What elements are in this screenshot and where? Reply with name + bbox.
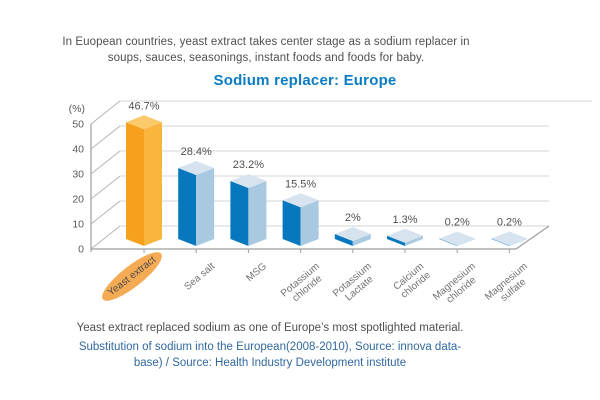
y-tick-label: 10 xyxy=(72,219,84,231)
bar-top-face xyxy=(230,174,267,188)
bar-side-face xyxy=(352,234,371,246)
bar-front-face xyxy=(230,181,249,246)
depth-tick-line xyxy=(90,200,121,225)
y-axis-unit-label: (%) xyxy=(68,103,85,115)
bar-front-face xyxy=(439,238,458,246)
chart-title: Sodium replacer: Europe xyxy=(213,72,397,89)
bar-top-face xyxy=(282,193,319,208)
bar-front-face xyxy=(387,235,405,246)
bar-side-face xyxy=(405,235,423,246)
intro-line-2: soups, sauces, seasonings, instant foods… xyxy=(107,51,425,64)
floor-edge-line xyxy=(515,225,550,250)
depth-tick-line xyxy=(90,175,121,200)
bar-front-face xyxy=(282,200,301,246)
value-label: 28.4% xyxy=(181,146,212,158)
bar-side-face xyxy=(144,122,162,246)
intro-text: In Euopean countries, yeast extract take… xyxy=(0,35,532,66)
value-label: 23.2% xyxy=(233,159,264,171)
footer-note: Yeast extract replaced sodium as one of … xyxy=(76,322,464,334)
y-tick-label: 20 xyxy=(72,194,84,206)
bar-side-face xyxy=(300,200,319,246)
y-tick-label: 30 xyxy=(72,169,84,181)
bar-top-face xyxy=(439,231,476,246)
bar-top-face xyxy=(126,115,162,130)
bar-side-face xyxy=(509,238,528,246)
y-tick-label: 40 xyxy=(72,144,84,156)
value-label: 0.2% xyxy=(497,217,522,229)
bar-side-face xyxy=(196,168,215,246)
footer-source-line-1: Substitution of sodium into the European… xyxy=(78,341,462,353)
bar-top-face xyxy=(178,161,215,175)
value-label: 0.2% xyxy=(445,217,470,229)
depth-tick-line xyxy=(90,225,121,250)
bar-top-face xyxy=(334,227,371,241)
intro-line-1: In Euopean countries, yeast extract take… xyxy=(62,36,470,48)
depth-tick-line xyxy=(90,125,121,150)
value-label: 2% xyxy=(345,212,361,224)
bar-front-face xyxy=(126,122,144,246)
bar-front-face xyxy=(491,238,510,246)
value-label: 1.3% xyxy=(392,214,417,226)
value-label: 15.5% xyxy=(285,178,316,190)
bar-front-face xyxy=(334,234,353,246)
value-label: 46.7% xyxy=(128,100,159,112)
bar-side-face xyxy=(457,238,476,246)
depth-tick-line xyxy=(90,100,121,125)
footer-source-line-2: base) / Source: Health Industry Developm… xyxy=(133,357,407,369)
depth-tick-line xyxy=(90,150,121,175)
bar-front-face xyxy=(178,168,197,246)
bar-side-face xyxy=(248,181,267,246)
bar-top-face xyxy=(491,231,528,246)
bar-top-face xyxy=(387,228,423,243)
footer-source: Substitution of sodium into the European… xyxy=(0,339,540,371)
y-tick-label: 0 xyxy=(78,244,84,256)
y-tick-label: 50 xyxy=(72,119,84,131)
